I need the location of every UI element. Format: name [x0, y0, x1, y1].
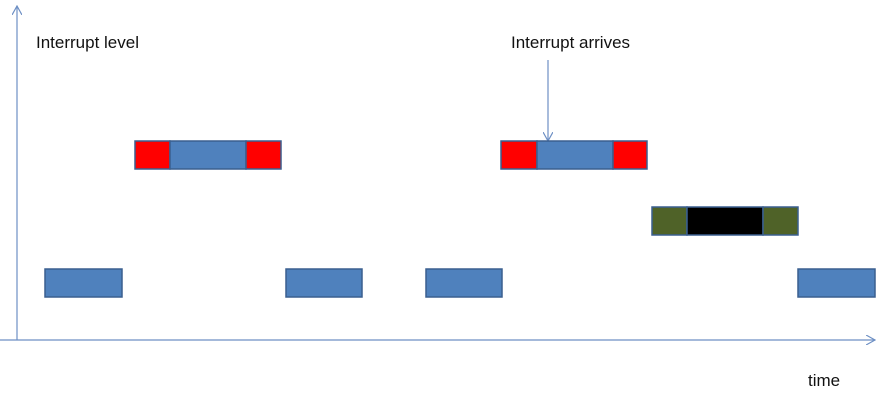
exit-overhead: [612, 140, 648, 170]
handler-body: [686, 206, 764, 236]
level2-interrupt-block: [500, 140, 648, 170]
x-axis-label: time: [808, 371, 841, 390]
interrupt-arrives-label: Interrupt arrives: [511, 33, 631, 52]
entry-overhead: [134, 140, 171, 170]
y-axis-label: Interrupt level: [36, 33, 139, 52]
base-task-block: [797, 268, 876, 298]
entry-overhead: [651, 206, 688, 236]
base-task-block: [425, 268, 503, 298]
base-task-block: [285, 268, 363, 298]
handler-body: [169, 140, 247, 170]
entry-overhead: [500, 140, 538, 170]
exit-overhead: [762, 206, 799, 236]
level3-interrupt-block: [651, 206, 799, 236]
level2-interrupt-block: [134, 140, 282, 170]
base-task-block: [44, 268, 123, 298]
handler-body: [536, 140, 614, 170]
exit-overhead: [245, 140, 282, 170]
